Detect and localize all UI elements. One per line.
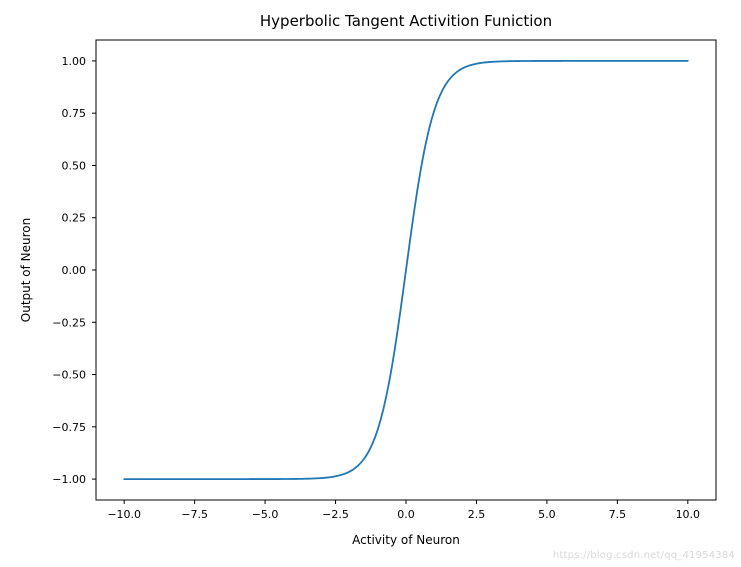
y-tick-label: 0.75 <box>62 107 87 120</box>
x-axis-label: Activity of Neuron <box>352 533 460 547</box>
y-tick-label: −0.25 <box>52 316 86 329</box>
x-tick-label: 5.0 <box>538 508 556 521</box>
x-tick-label: −5.0 <box>252 508 279 521</box>
y-axis-label: Output of Neuron <box>19 218 33 322</box>
x-tick-label: −2.5 <box>322 508 349 521</box>
x-tick-label: 7.5 <box>609 508 627 521</box>
y-tick-label: 1.00 <box>62 55 87 68</box>
x-tick-label: −7.5 <box>181 508 208 521</box>
y-tick-label: −1.00 <box>52 473 86 486</box>
y-tick-label: −0.50 <box>52 369 86 382</box>
x-tick-label: −10.0 <box>107 508 141 521</box>
y-tick-label: 0.00 <box>62 264 87 277</box>
x-tick-label: 10.0 <box>676 508 701 521</box>
y-tick-label: 0.25 <box>62 212 87 225</box>
x-tick-label: 2.5 <box>468 508 486 521</box>
x-tick-label: 0.0 <box>397 508 415 521</box>
y-tick-label: −0.75 <box>52 421 86 434</box>
figure-container: −10.0 −7.5 −5.0 −2.5 0.0 2.5 5.0 7.5 10.0 −1.00 −0… <box>0 0 741 563</box>
line-chart: −10.0 −7.5 −5.0 −2.5 0.0 2.5 5.0 7.5 10.0 −1.00 −0… <box>0 0 741 563</box>
chart-title: Hyperbolic Tangent Activition Funiction <box>260 12 552 30</box>
y-tick-label: 0.50 <box>62 159 87 172</box>
watermark-text: https://blog.csdn.net/qq_41954384 <box>553 550 735 561</box>
